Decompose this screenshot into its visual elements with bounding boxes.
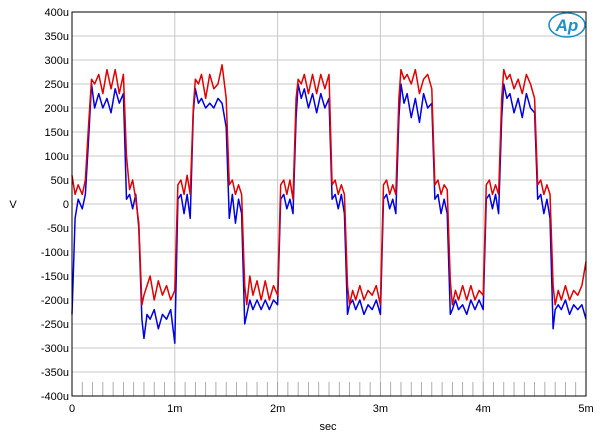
y-tick-label: 350u	[45, 31, 69, 43]
ap-logo-ring	[548, 12, 586, 38]
x-axis-label: sec	[319, 421, 337, 433]
y-tick-label: 200u	[45, 103, 69, 115]
y-tick-label: -100u	[41, 247, 69, 259]
x-tick-labels: 0 1m 2m 3m 4m 5m	[69, 403, 594, 415]
y-tick-label: 250u	[45, 79, 69, 91]
y-tick-label: -400u	[41, 391, 69, 403]
y-tick-label: -50u	[47, 223, 69, 235]
series-group	[71, 64, 587, 344]
x-tick-label: 5m	[578, 403, 593, 415]
ap-logo-text: Ap	[555, 16, 579, 35]
y-tick-label: -250u	[41, 319, 69, 331]
x-tick-label: 3m	[373, 403, 388, 415]
y-tick-labels: 400u 350u 300u 250u 200u 150u 100u 50u 0 -50u -100…	[41, 7, 69, 403]
series-line	[71, 64, 587, 306]
y-tick-label: 400u	[45, 7, 69, 19]
x-tick-label: 1m	[167, 403, 182, 415]
y-tick-label: 300u	[45, 55, 69, 67]
ap-logo: Ap	[548, 12, 586, 38]
y-tick-label: -200u	[41, 295, 69, 307]
x-tick-label: 2m	[270, 403, 285, 415]
plot-frame	[71, 11, 587, 397]
y-tick-label: 0	[63, 199, 69, 211]
x-tick-label: 0	[69, 403, 75, 415]
y-tick-label: 150u	[45, 127, 69, 139]
x-tick-label: 4m	[476, 403, 491, 415]
y-tick-label: -150u	[41, 271, 69, 283]
minor-ticks	[81, 382, 577, 396]
y-tick-label: 50u	[51, 175, 69, 187]
y-tick-label: -300u	[41, 343, 69, 355]
y-tick-label: -350u	[41, 367, 69, 379]
y-tick-label: 100u	[45, 151, 69, 163]
y-axis-label: V	[9, 199, 17, 211]
